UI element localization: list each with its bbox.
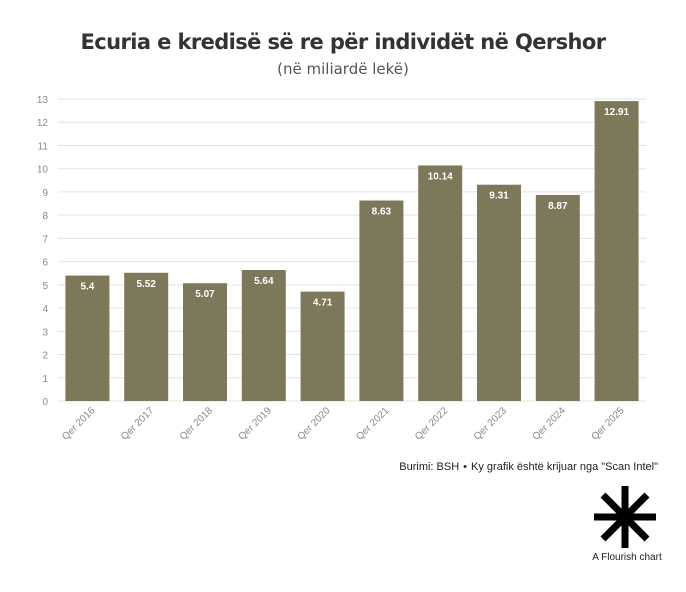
bars <box>65 101 639 402</box>
x-axis-ticks: Qer 2016 Qer 2017 Qer 2018 Qer 2019 Qer 2020… <box>60 405 627 443</box>
y-tick-label: 2 <box>42 351 48 362</box>
x-tick-label: Qer 2016 <box>60 405 98 443</box>
value-labels: 5.4 5.52 5.07 5.64 4.71 8.63 10.14 9.31 8.87 12.9… <box>80 107 629 308</box>
x-tick-label: Qer 2025 <box>589 405 627 443</box>
bar-value-label: 5.52 <box>136 279 156 290</box>
flourish-asterisk-icon <box>594 486 656 548</box>
y-tick-label: 4 <box>42 304 48 315</box>
chart-title: Ecuria e kredisë së re për individët në … <box>80 30 607 54</box>
y-tick-label: 12 <box>37 118 49 129</box>
y-tick-label: 0 <box>42 397 48 408</box>
y-tick-label: 10 <box>37 165 49 176</box>
bar[interactable] <box>418 165 463 401</box>
x-tick-label: Qer 2021 <box>354 405 392 443</box>
x-tick-label: Qer 2020 <box>295 405 333 443</box>
bar[interactable] <box>241 269 286 401</box>
x-tick-label: Qer 2017 <box>119 405 157 443</box>
flourish-label: A Flourish chart <box>592 552 662 563</box>
bar[interactable] <box>535 194 580 401</box>
bar-value-label: 5.4 <box>80 282 94 293</box>
x-tick-label: Qer 2024 <box>531 405 569 443</box>
y-tick-label: 8 <box>42 211 48 222</box>
y-tick-label: 6 <box>42 258 48 269</box>
flourish-brand[interactable]: A Flourish chart <box>588 484 668 574</box>
y-tick-label: 7 <box>42 234 48 245</box>
bar[interactable] <box>300 291 345 401</box>
bar-value-label: 12.91 <box>604 107 629 118</box>
bar-value-label: 5.64 <box>254 276 274 287</box>
bar-value-label: 5.07 <box>195 289 215 300</box>
bar-value-label: 8.63 <box>372 207 392 218</box>
x-tick-label: Qer 2019 <box>237 405 275 443</box>
separator-dot: • <box>463 461 468 473</box>
y-tick-label: 13 <box>37 95 49 106</box>
chart-subtitle: (në miliardë lekë) <box>277 60 409 78</box>
bar-value-label: 4.71 <box>313 298 333 309</box>
credit-text: Ky grafik është krijuar nga "Scan Intel" <box>471 461 658 473</box>
bar[interactable] <box>477 184 521 401</box>
x-tick-label: Qer 2023 <box>472 405 510 443</box>
bar[interactable] <box>183 283 227 401</box>
chart-footer: Burimi: BSH • Ky grafik është krijuar ng… <box>399 461 658 473</box>
bar[interactable] <box>65 275 110 401</box>
bar[interactable] <box>124 272 169 401</box>
bar[interactable] <box>594 101 639 402</box>
x-tick-label: Qer 2022 <box>413 405 451 443</box>
bar-value-label: 10.14 <box>428 171 453 182</box>
bar-value-label: 8.87 <box>548 201 568 212</box>
x-tick-label: Qer 2018 <box>178 405 216 443</box>
y-tick-label: 5 <box>42 281 48 292</box>
y-tick-label: 11 <box>38 141 49 152</box>
bar-value-label: 9.31 <box>489 191 509 202</box>
source-text: Burimi: BSH <box>399 461 460 473</box>
y-tick-label: 1 <box>42 374 48 385</box>
y-tick-label: 3 <box>42 327 48 338</box>
bar[interactable] <box>359 200 404 401</box>
y-tick-label: 9 <box>42 188 48 199</box>
